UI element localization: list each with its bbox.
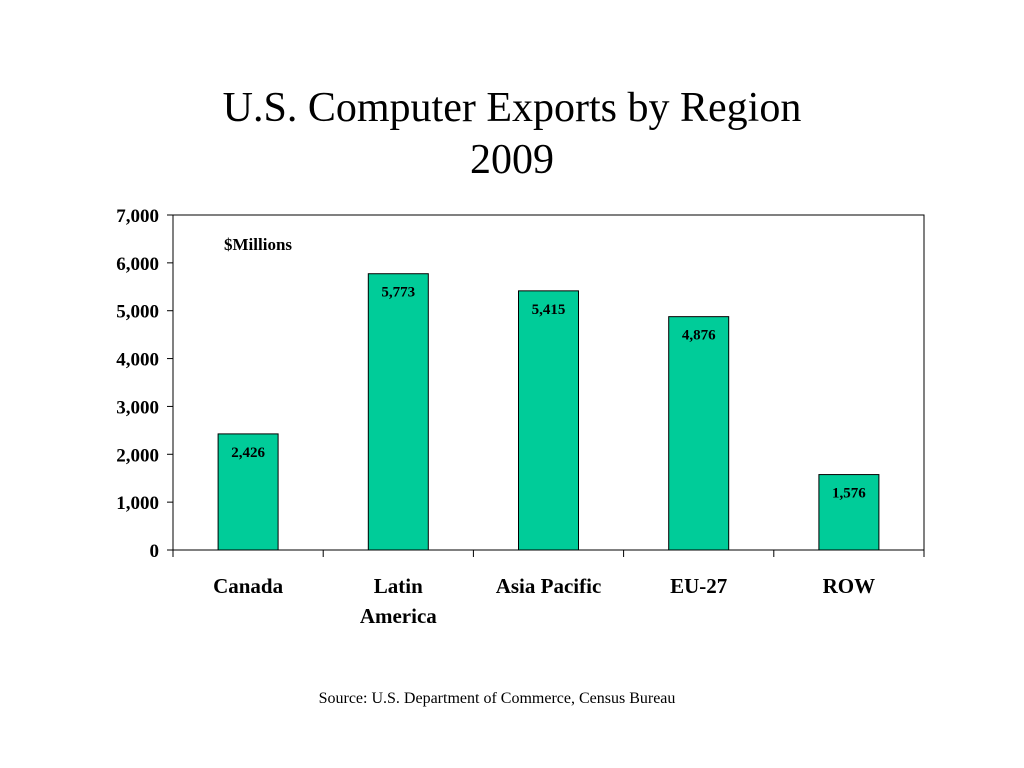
chart-title: U.S. Computer Exports by Region 2009 [0, 82, 1024, 186]
x-category-label: ROW [823, 574, 876, 598]
y-tick-label: 7,000 [116, 206, 159, 227]
bar-value-label: 1,576 [832, 486, 866, 502]
x-category-label: Canada [213, 574, 284, 598]
bar [367, 273, 429, 551]
bar-value-label: 2,426 [231, 445, 265, 461]
x-category-label-line: Latin [374, 574, 423, 598]
bar-series [217, 273, 880, 551]
bar [518, 290, 579, 551]
x-category-label-line: America [360, 604, 437, 628]
x-category-label: Latin America [360, 574, 437, 628]
bar-value-label: 5,773 [381, 285, 415, 301]
x-category-label-line: Canada [213, 574, 284, 598]
y-tick-label: 3,000 [116, 397, 159, 418]
bar-value-label: 4,876 [682, 328, 716, 344]
data-labels: 2,426 5,773 5,415 4,876 1,576 [231, 285, 866, 502]
x-category-label-line: ROW [823, 574, 876, 598]
y-axis: 0 1,000 2,000 3,000 4,000 5,000 6,000 7,000 [116, 206, 173, 562]
y-tick-label: 6,000 [116, 254, 159, 275]
y-tick-label: 4,000 [116, 350, 159, 371]
bar [818, 474, 880, 551]
bar [668, 316, 730, 551]
y-tick-label: 5,000 [116, 302, 159, 323]
x-category-label: Asia Pacific [496, 574, 602, 598]
y-tick-label: 0 [150, 541, 160, 562]
bar-value-label: 5,415 [532, 302, 566, 318]
x-category-label-line: EU-27 [670, 574, 727, 598]
y-tick-label: 1,000 [116, 493, 159, 514]
y-tick-label: 2,000 [116, 445, 159, 466]
source-note: Source: U.S. Department of Commerce, Cen… [318, 690, 676, 707]
chart-title-main: U.S. Computer Exports by Region [222, 85, 802, 131]
bar [217, 433, 279, 551]
unit-label: $Millions [224, 235, 292, 254]
x-category-label: EU-27 [670, 574, 727, 598]
x-axis: Canada Latin America Asia Pacific EU-27 ROW [172, 550, 925, 628]
x-category-label-line: Asia Pacific [496, 574, 602, 598]
chart-subtitle-year: 2009 [470, 137, 554, 183]
